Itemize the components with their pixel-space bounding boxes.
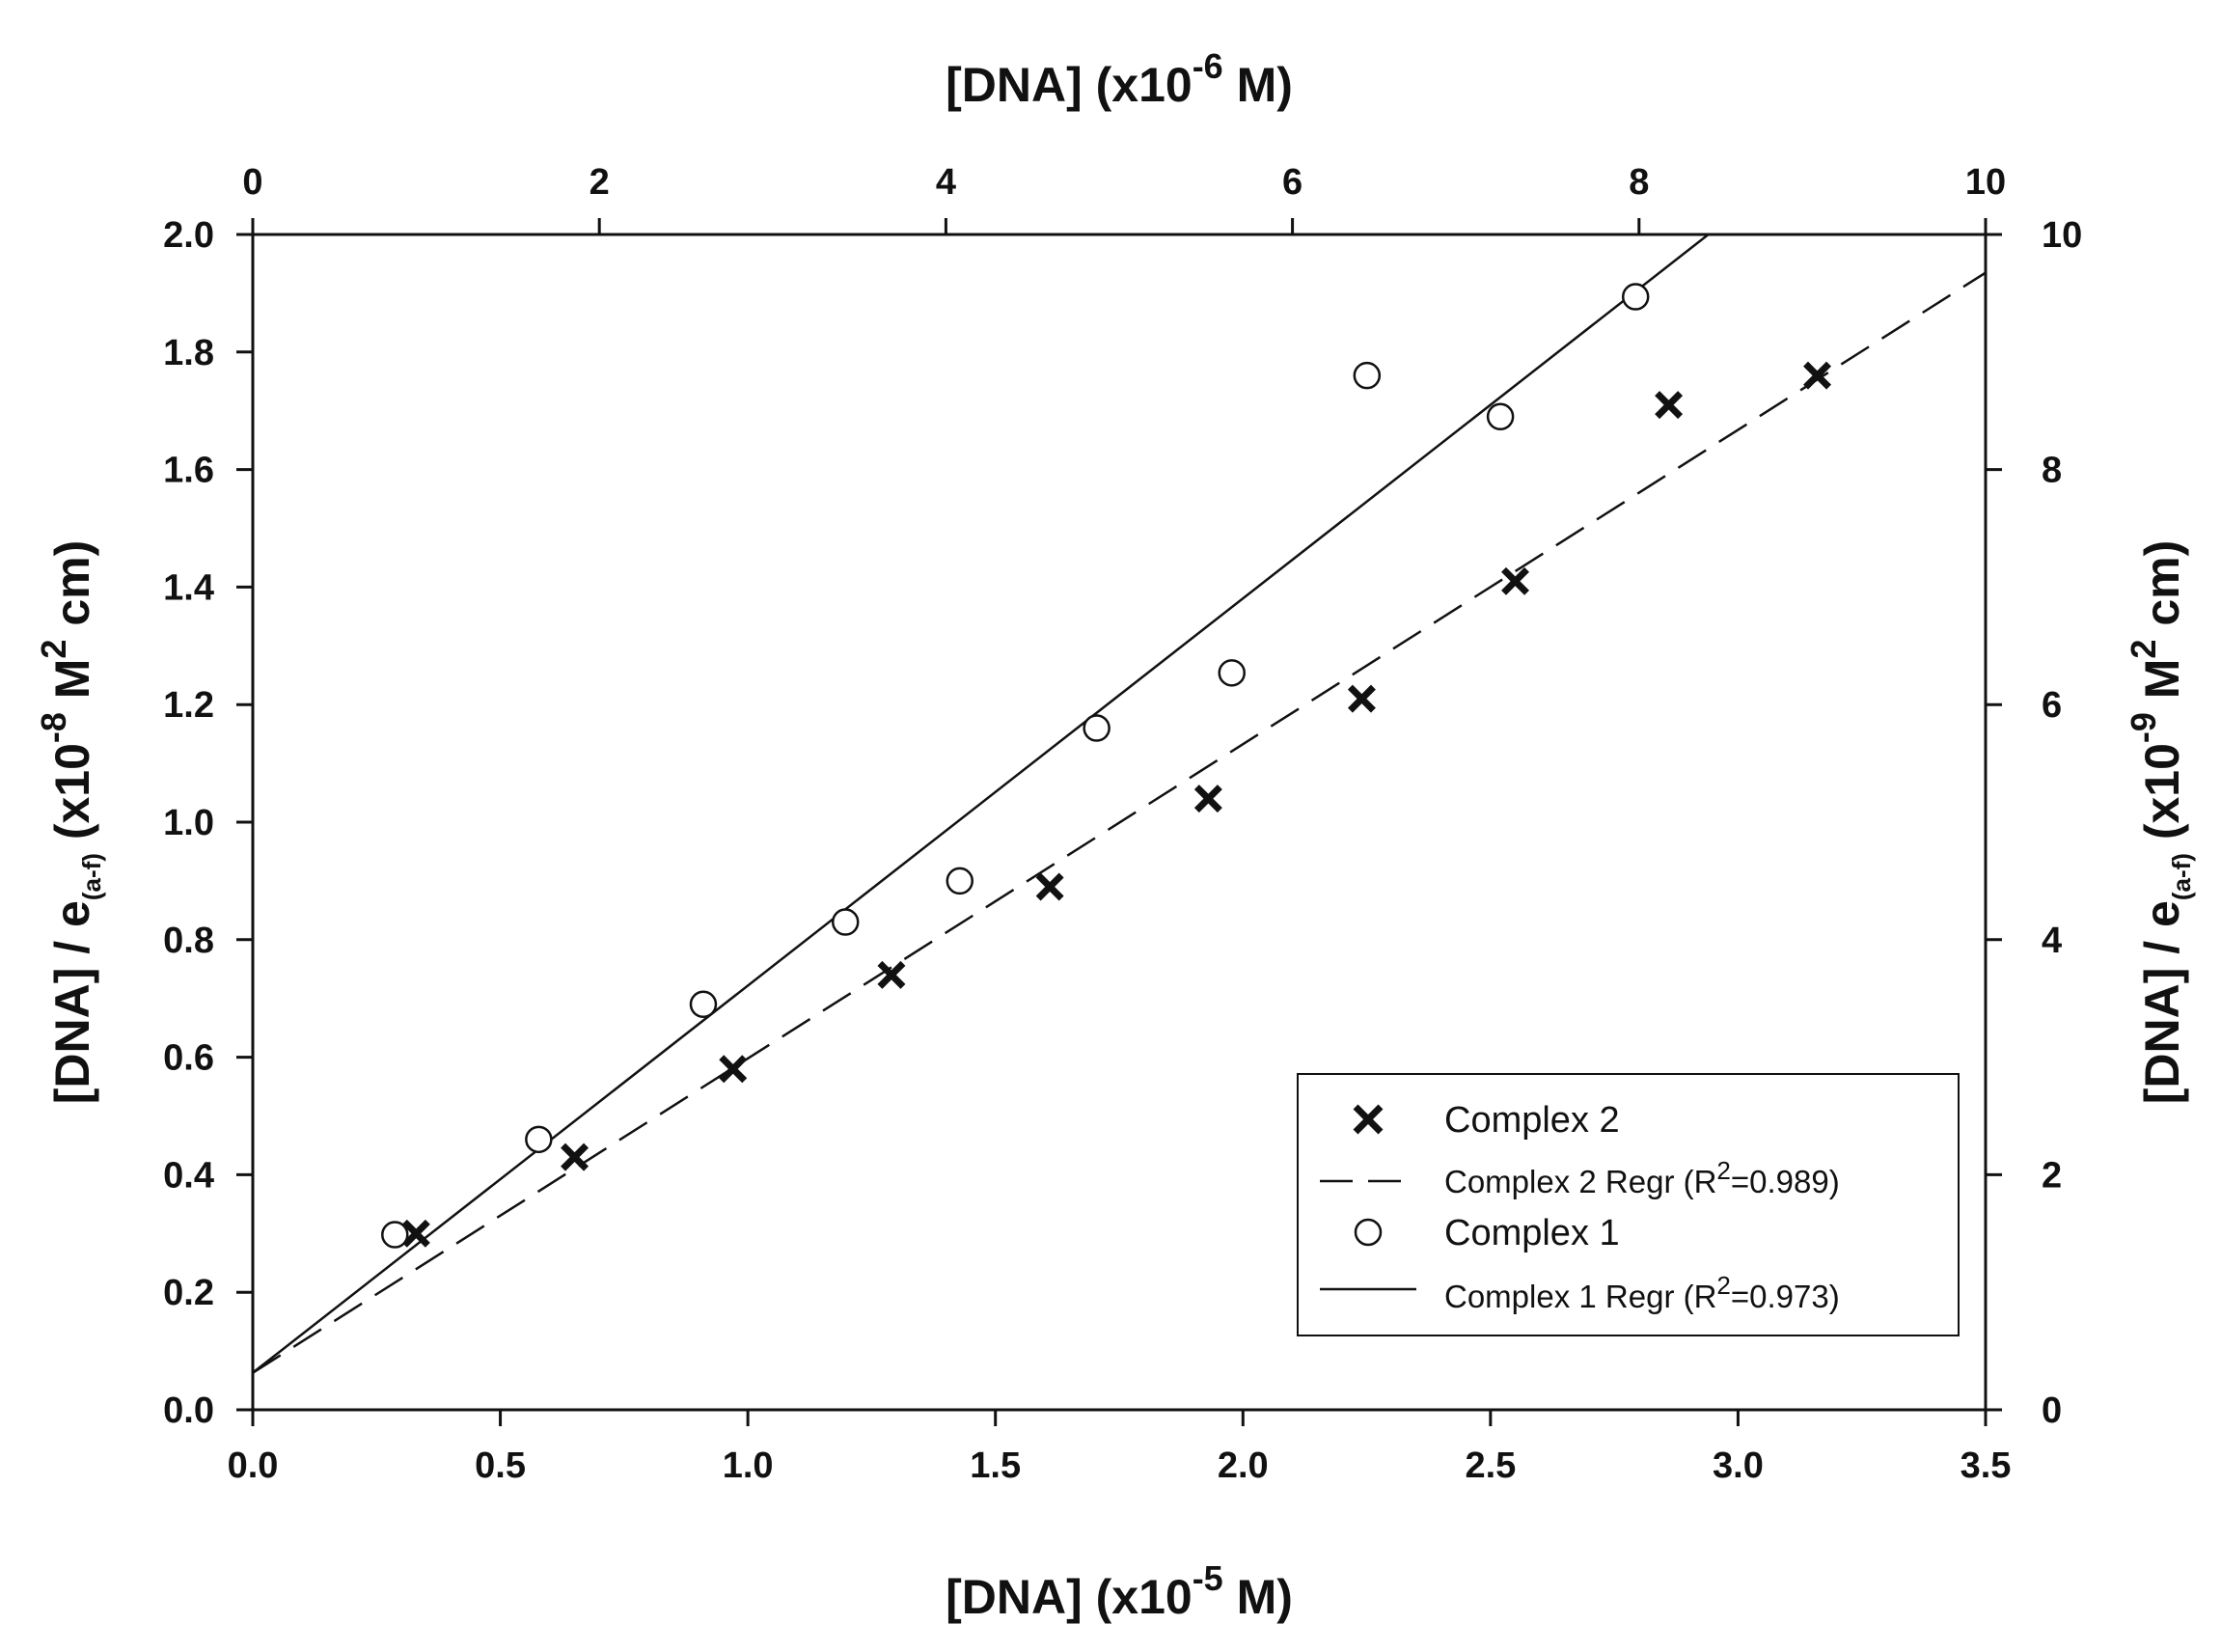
left-tick-label: 1.2 xyxy=(163,685,214,726)
left-tick-label: 1.0 xyxy=(163,803,214,843)
regression-lines xyxy=(253,234,1986,1374)
point-complex-1 xyxy=(1218,659,1246,687)
left-tick-label: 0.6 xyxy=(163,1038,214,1079)
right-tick-label: 2 xyxy=(2042,1155,2062,1196)
top-tick-label: 4 xyxy=(936,162,956,203)
left-tick-label: 0.4 xyxy=(163,1155,214,1196)
top-tick-label: 2 xyxy=(590,162,610,203)
top-tick-label: 0 xyxy=(242,162,262,203)
bottom-axis-title: [DNA] (x10-5 M) xyxy=(946,1558,1293,1624)
point-complex-2 xyxy=(719,1055,748,1084)
top-tick-label: 8 xyxy=(1629,162,1649,203)
legend-label-complex-2: Complex 2 xyxy=(1444,1100,1620,1141)
point-complex-2 xyxy=(877,960,906,989)
legend-box xyxy=(1297,1073,1960,1336)
right-tick-label: 10 xyxy=(2042,215,2082,256)
point-complex-1 xyxy=(525,1125,553,1154)
legend-label-complex-2-regr: Complex 2 Regr (R2=0.989) xyxy=(1444,1156,1840,1199)
point-complex-1 xyxy=(381,1221,409,1249)
legend-label-complex-1-regr: Complex 1 Regr (R2=0.973) xyxy=(1444,1271,1840,1314)
left-tick-label: 0.8 xyxy=(163,921,214,961)
ticks-layer: 0.0 0.5 1.0 1.5 2.0 2.5 3.0 3.5 0 2 4 6 8 10 0.0 0.2 0.4… xyxy=(163,162,2082,1486)
series-line-complex-2-regr xyxy=(253,271,1986,1374)
right-tick-label: 4 xyxy=(2042,921,2062,961)
legend-item-complex-2-regr: Complex 2 Regr (R2=0.989) xyxy=(1320,1156,1840,1199)
bottom-tick-label: 1.5 xyxy=(970,1446,1021,1486)
point-complex-1 xyxy=(831,908,860,936)
right-tick-label: 0 xyxy=(2042,1390,2062,1431)
point-complex-1 xyxy=(1621,283,1650,311)
point-complex-2 xyxy=(1347,684,1376,713)
point-complex-2 xyxy=(1035,872,1064,901)
bottom-tick-label: 2.0 xyxy=(1218,1446,1269,1486)
point-complex-1 xyxy=(689,990,718,1019)
left-tick-label: 0.2 xyxy=(163,1273,214,1313)
point-complex-2 xyxy=(1655,391,1684,420)
x-marker-icon xyxy=(1353,1104,1384,1135)
left-tick-label: 1.8 xyxy=(163,333,214,373)
left-axis-title: [DNA] / e(a-f) (x10-8 M2 cm) xyxy=(34,540,106,1105)
point-complex-2 xyxy=(1193,785,1222,813)
left-tick-label: 2.0 xyxy=(163,215,214,256)
right-tick-label: 8 xyxy=(2042,451,2062,491)
data-points xyxy=(381,283,1832,1249)
bottom-tick-label: 3.5 xyxy=(1961,1446,2012,1486)
bottom-tick-label: 1.0 xyxy=(723,1446,774,1486)
top-tick-label: 6 xyxy=(1282,162,1302,203)
left-tick-label: 1.4 xyxy=(163,567,214,608)
bottom-tick-label: 0.0 xyxy=(228,1446,279,1486)
top-axis-title: [DNA] (x10-6 M) xyxy=(946,46,1293,112)
point-complex-1 xyxy=(946,867,974,895)
bottom-tick-label: 2.5 xyxy=(1465,1446,1516,1486)
right-axis-title: [DNA] / e(a-f) (x10-9 M2 cm) xyxy=(2124,540,2196,1105)
point-complex-2 xyxy=(1501,566,1529,595)
legend-label-complex-1: Complex 1 xyxy=(1444,1213,1620,1253)
point-complex-2 xyxy=(1803,361,1832,390)
legend-item-complex-1-regr: Complex 1 Regr (R2=0.973) xyxy=(1320,1271,1840,1314)
point-complex-2 xyxy=(561,1143,590,1171)
top-tick-label: 10 xyxy=(1965,162,2006,203)
bottom-tick-label: 3.0 xyxy=(1713,1446,1764,1486)
point-complex-2 xyxy=(401,1219,430,1248)
left-tick-label: 0.0 xyxy=(163,1390,214,1431)
legend-item-complex-2: Complex 2 xyxy=(1353,1100,1620,1141)
legend-item-complex-1: Complex 1 xyxy=(1354,1213,1620,1253)
circle-marker-icon xyxy=(1354,1218,1383,1247)
left-tick-label: 1.6 xyxy=(163,451,214,491)
point-complex-1 xyxy=(1353,361,1382,390)
series-line-complex-1-regr xyxy=(253,234,1710,1374)
point-complex-1 xyxy=(1083,714,1110,742)
point-complex-1 xyxy=(1486,402,1515,431)
legend: Complex 2 Complex 2 Regr (R2=0.989) Comp… xyxy=(1297,1073,1960,1336)
right-tick-label: 6 xyxy=(2042,685,2062,726)
bottom-tick-label: 0.5 xyxy=(475,1446,526,1486)
